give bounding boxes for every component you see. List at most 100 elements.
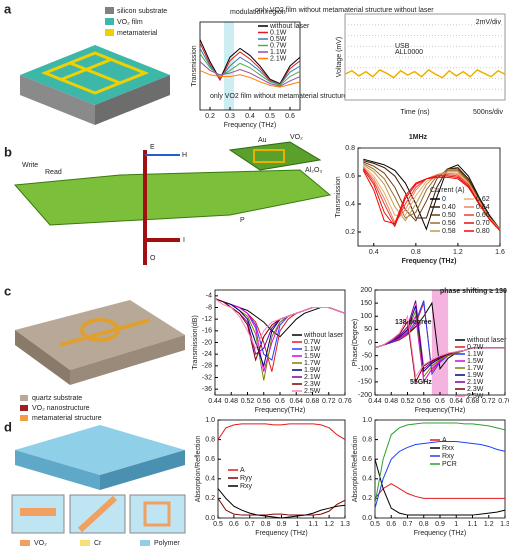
- x-tick-label: 1: [295, 521, 299, 528]
- panel-label: d: [4, 419, 12, 434]
- legend-label: Rxy: [240, 483, 253, 490]
- x-axis-label: Frequency(THz): [255, 407, 306, 414]
- chart: 0.0 0.2 0.4 0.6 0.8 1.0 0.5 0.6 0.7 0.8 0.9 1 1.1 1.2…: [195, 417, 350, 537]
- legend-label: 0.58: [442, 228, 456, 235]
- y-tick-label: -32: [202, 374, 212, 381]
- diagram-label: VO₂: [290, 134, 303, 141]
- y-tick-label: 0.2: [205, 495, 215, 502]
- panel-label: a: [4, 1, 12, 16]
- y-axis-label: Absorption/Reflection: [195, 436, 202, 503]
- legend-label: Polymer: [154, 540, 180, 547]
- y-tick-label: 0.8: [205, 436, 215, 443]
- y-tick-label: -200: [358, 392, 372, 399]
- x-tick-label: 1.1: [308, 521, 318, 528]
- series-line: [374, 441, 506, 509]
- y-tick-label: -16: [202, 328, 212, 335]
- chart: -36 -32 -28 -24 -20 -16 -12 -8 -4 0.44 0.48 0.52 0.5…: [192, 289, 352, 414]
- annotation: only VO2 film without metamaterial struc…: [210, 93, 380, 100]
- x-tick-label: 0.6: [435, 398, 445, 405]
- x-tick-label: 0.6: [285, 113, 295, 120]
- x-tick-label: 0.3: [225, 113, 235, 120]
- y-tick-label: 100: [360, 313, 372, 320]
- plot-frame: [374, 419, 506, 519]
- series-line: [217, 423, 346, 441]
- annotation: 138 degree: [395, 319, 432, 326]
- legend-label: 0.64: [476, 204, 490, 211]
- x-tick-label: 1.3: [340, 521, 350, 528]
- diagram-label: I: [183, 237, 185, 244]
- legend-label: 1.1W: [467, 351, 484, 358]
- x-tick-label: 0.52: [401, 398, 415, 405]
- x-tick-label: 1.3: [500, 521, 509, 528]
- scope-scale: 2mV/div: [476, 19, 502, 26]
- y-axis-label: Transmission(dB): [192, 315, 199, 370]
- x-tick-label: 0.56: [417, 398, 431, 405]
- plot-frame: [217, 419, 346, 519]
- x-tick-label: 0.48: [384, 398, 398, 405]
- y-tick-label: -8: [206, 304, 212, 311]
- y-tick-label: -36: [202, 386, 212, 393]
- x-tick-label: 0.44: [368, 398, 382, 405]
- x-tick-label: 0.5: [370, 521, 380, 528]
- shaded-region: [431, 290, 449, 395]
- y-tick-label: -4: [206, 293, 212, 300]
- diagram-d: VO₂ Cr Polymer: [11, 425, 186, 547]
- annotation: phase shifting ≥ 130 degree: [440, 288, 509, 295]
- y-tick-label: 0.6: [345, 173, 355, 180]
- legend-label: 0.7W: [270, 42, 287, 49]
- panel-label: b: [4, 144, 12, 159]
- legend-label: 0: [442, 196, 446, 203]
- x-tick-label: 0.5: [265, 113, 275, 120]
- diagram-label: Write: [22, 162, 38, 169]
- x-tick-label: 0.6: [229, 521, 239, 528]
- diagram-a: silicon substrate VO₂ film metamaterial: [20, 7, 170, 125]
- legend-label: 0.56: [442, 220, 456, 227]
- legend-label: 1.1W: [304, 346, 321, 353]
- x-tick-label: 0.9: [277, 521, 287, 528]
- legend-label: 0.1W: [270, 29, 287, 36]
- x-tick-label: 0.5: [213, 521, 223, 528]
- y-tick-label: 1.0: [362, 417, 372, 424]
- x-tick-label: 1.2: [324, 521, 334, 528]
- timebase: 500ns/div: [473, 109, 503, 116]
- y-tick-label: 0.4: [345, 201, 355, 208]
- y-tick-label: 0.2: [345, 229, 355, 236]
- x-tick-label: 0.6: [275, 398, 285, 405]
- y-tick-label: 0.8: [362, 436, 372, 443]
- x-tick-label: 0.64: [289, 398, 303, 405]
- y-axis-label: Voltage (mV): [336, 37, 343, 77]
- x-tick-label: 0.7: [245, 521, 255, 528]
- y-tick-label: 0.4: [205, 476, 215, 483]
- legend-label: 1.9W: [304, 367, 321, 374]
- x-tick-label: 1: [454, 521, 458, 528]
- y-axis-label: Phase(Degree): [352, 319, 359, 366]
- series-line: [363, 158, 501, 231]
- diagram-b: E H Write Read Au VO₂ Al₂O₃ I O P: [13, 134, 332, 265]
- legend-label: 1.9W: [467, 372, 484, 379]
- y-tick-label: -50: [362, 352, 372, 359]
- legend-label: 2.1W: [467, 379, 484, 386]
- legend-label: Cr: [94, 540, 102, 547]
- y-axis-label: Absorption/Reflection: [352, 436, 359, 503]
- legend-label: Ryy: [240, 475, 253, 482]
- chart: 0.2 0.4 0.6 0.8 0.4 0.8 1.2 1.6 Frequency (THz) T…: [335, 145, 505, 265]
- channel-label: USB: [395, 43, 410, 50]
- legend-label: 1.5W: [467, 358, 484, 365]
- legend-label: 2.3W: [467, 386, 484, 393]
- x-tick-label: 0.72: [322, 398, 336, 405]
- x-tick-label: 0.4: [245, 113, 255, 120]
- y-tick-label: 0: [368, 339, 372, 346]
- y-tick-label: -20: [202, 339, 212, 346]
- x-tick-label: 0.7: [403, 521, 413, 528]
- legend-label: 0.50: [442, 212, 456, 219]
- legend-label: A: [240, 467, 245, 474]
- series-line: [374, 483, 505, 499]
- legend-label: 0.80: [476, 228, 490, 235]
- x-tick-label: 0.68: [466, 398, 480, 405]
- y-tick-label: 150: [360, 300, 372, 307]
- y-tick-label: 50: [364, 326, 372, 333]
- annotation: modulation region: [230, 9, 286, 16]
- y-tick-label: 0.2: [362, 495, 372, 502]
